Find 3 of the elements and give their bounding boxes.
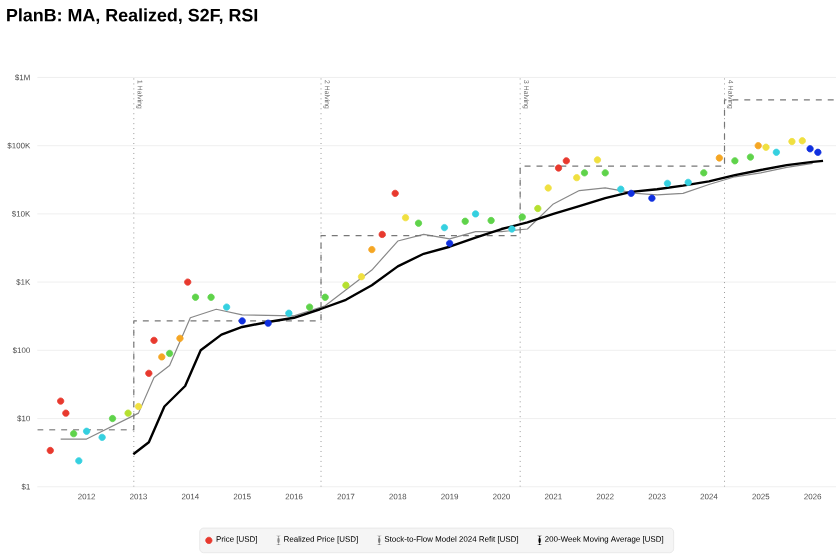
chart-title: PlanB: MA, Realized, S2F, RSI	[7, 8, 258, 24]
line-series	[60, 162, 814, 440]
line-series	[132, 159, 825, 456]
